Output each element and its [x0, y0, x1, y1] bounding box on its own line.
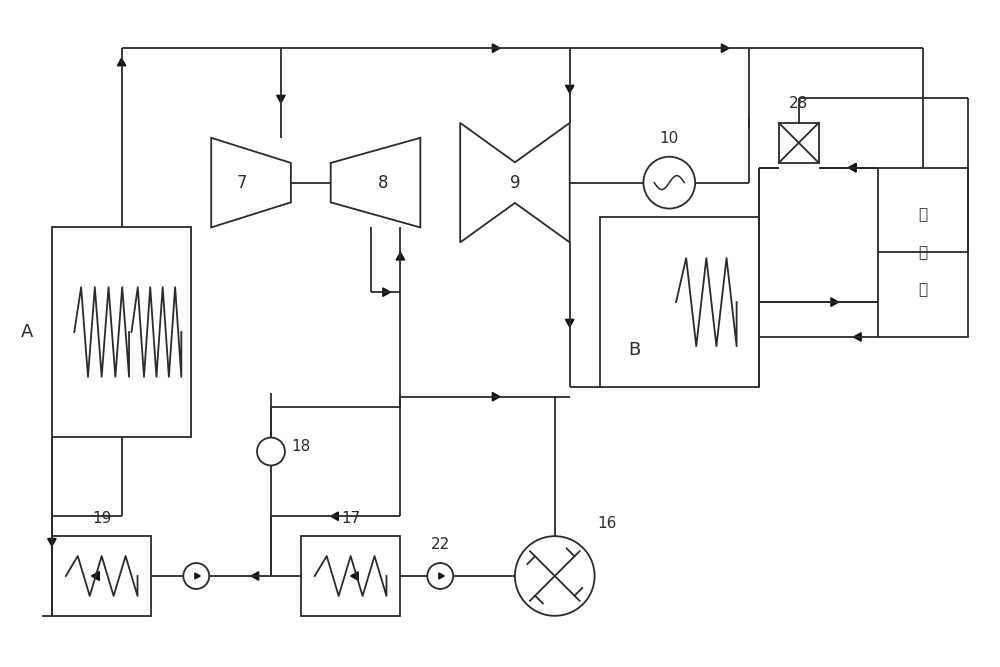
Text: A: A — [21, 323, 33, 341]
Polygon shape — [849, 163, 856, 172]
Bar — [52, 536, 151, 616]
Text: B: B — [629, 341, 641, 359]
Circle shape — [257, 438, 285, 466]
Polygon shape — [565, 319, 574, 327]
Text: 8: 8 — [377, 173, 388, 191]
Polygon shape — [492, 44, 500, 53]
Text: 用: 用 — [919, 245, 928, 260]
Circle shape — [515, 536, 595, 616]
Text: 热: 热 — [919, 207, 928, 223]
Polygon shape — [831, 298, 839, 306]
Polygon shape — [251, 572, 259, 580]
Text: 19: 19 — [92, 511, 111, 526]
Bar — [779, 123, 819, 163]
Polygon shape — [492, 392, 500, 401]
Polygon shape — [211, 138, 291, 227]
Bar — [52, 227, 191, 437]
Polygon shape — [721, 44, 729, 53]
Bar — [301, 536, 400, 616]
Polygon shape — [117, 58, 126, 66]
Polygon shape — [849, 163, 856, 172]
Circle shape — [427, 563, 453, 589]
Polygon shape — [48, 538, 56, 546]
Polygon shape — [277, 95, 285, 103]
Text: 28: 28 — [789, 96, 808, 111]
Text: 18: 18 — [291, 439, 310, 454]
Text: 9: 9 — [510, 173, 520, 191]
Polygon shape — [439, 573, 444, 579]
Circle shape — [643, 157, 695, 209]
Polygon shape — [195, 573, 200, 579]
Circle shape — [183, 563, 209, 589]
Text: 22: 22 — [431, 537, 450, 552]
Bar — [600, 217, 759, 387]
Text: 10: 10 — [660, 131, 679, 146]
Polygon shape — [331, 512, 338, 520]
Polygon shape — [565, 85, 574, 93]
Polygon shape — [331, 138, 420, 227]
Polygon shape — [854, 333, 861, 342]
Bar — [878, 167, 968, 337]
Polygon shape — [351, 572, 358, 580]
Polygon shape — [460, 123, 570, 242]
Text: 7: 7 — [236, 173, 247, 191]
Text: 16: 16 — [598, 516, 617, 531]
Polygon shape — [92, 572, 99, 580]
Text: 户: 户 — [919, 282, 928, 297]
Polygon shape — [383, 288, 390, 296]
Polygon shape — [92, 572, 99, 580]
Text: 17: 17 — [341, 511, 360, 526]
Polygon shape — [396, 252, 405, 260]
